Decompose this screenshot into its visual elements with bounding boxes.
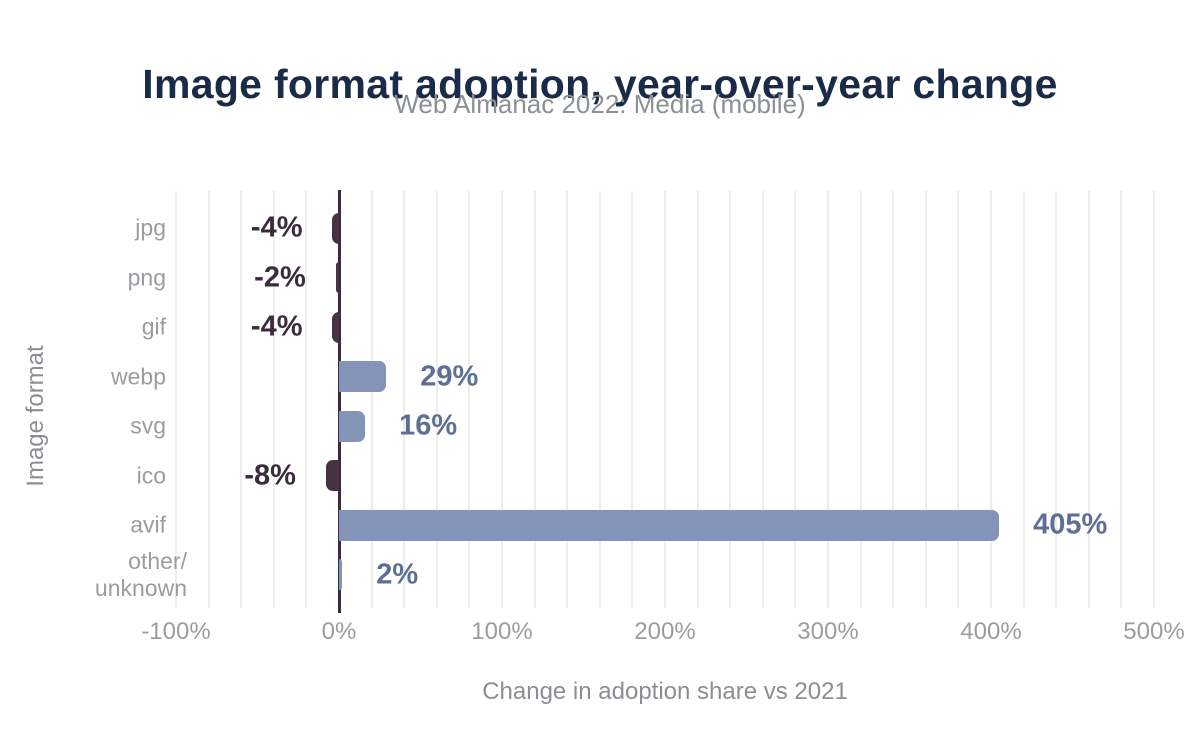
gridline — [1153, 191, 1155, 608]
category-label-webp: webp — [111, 363, 166, 389]
bar-jpg — [332, 212, 339, 244]
chart-title: Image format adoption, year-over-year ch… — [142, 61, 1058, 108]
gridline — [859, 191, 862, 608]
gridline — [729, 191, 732, 608]
gridline — [892, 191, 895, 608]
gridline — [990, 191, 992, 608]
gridline — [566, 191, 569, 608]
gridline — [468, 191, 471, 608]
value-label-webp: 29% — [420, 360, 479, 392]
value-label-svg: 16% — [399, 409, 458, 442]
bar-gif — [332, 311, 339, 343]
gridline — [1055, 191, 1058, 608]
value-label-gif: -4% — [250, 310, 303, 343]
bar-webp — [339, 361, 387, 392]
gridline — [1120, 191, 1123, 608]
bar-png — [335, 262, 339, 293]
value-label-png: -2% — [254, 261, 306, 293]
gridline — [924, 191, 927, 608]
x-axis-title: Change in adoption share vs 2021 — [482, 678, 848, 705]
gridline — [761, 191, 764, 608]
category-label-png: png — [127, 264, 166, 290]
x-tick-label: 100% — [471, 618, 533, 645]
category-label-avif: avif — [130, 511, 166, 538]
gridline — [370, 191, 373, 608]
value-label-avif: 405% — [1033, 508, 1108, 541]
gridline — [696, 191, 699, 608]
gridline — [533, 191, 536, 608]
gridline — [435, 191, 438, 608]
gridline — [598, 191, 601, 608]
value-label-ico: -8% — [244, 459, 296, 491]
bar-avif — [339, 509, 1000, 541]
gridline — [305, 191, 308, 608]
gridline — [1087, 191, 1090, 608]
chart-subtitle: Web Almanac 2022: Media (mobile) — [394, 89, 806, 119]
category-label-gif: gif — [141, 313, 166, 340]
y-axis-title: Image format — [22, 345, 49, 487]
gridline — [631, 191, 634, 608]
gridline — [501, 191, 503, 608]
gridline — [240, 191, 243, 608]
category-label-ico: ico — [136, 462, 166, 488]
x-tick-label: -100% — [141, 618, 211, 645]
x-tick-label: 0% — [321, 618, 357, 645]
category-label-svg: svg — [130, 412, 166, 439]
category-label-jpg: jpg — [135, 214, 166, 241]
bar-ico — [325, 460, 339, 491]
zero-axis-line — [337, 190, 341, 613]
x-tick-label: 400% — [960, 618, 1022, 645]
x-tick-label: 300% — [797, 618, 859, 645]
category-label-other-unknown: other/unknown — [94, 547, 187, 601]
gridline — [794, 191, 797, 608]
value-label-other-unknown: 2% — [376, 558, 419, 590]
bar-svg — [339, 410, 366, 442]
gridline — [403, 191, 406, 608]
gridline — [207, 191, 210, 608]
gridline — [664, 191, 666, 608]
x-tick-label: 200% — [634, 618, 696, 645]
gridline — [957, 191, 960, 608]
gridline — [272, 191, 275, 608]
bar-other-unknown — [339, 559, 343, 590]
gridline — [827, 191, 829, 608]
gridline — [1022, 191, 1025, 608]
value-label-jpg: -4% — [250, 211, 303, 244]
gridline — [175, 191, 177, 608]
x-tick-label: 500% — [1123, 618, 1185, 645]
